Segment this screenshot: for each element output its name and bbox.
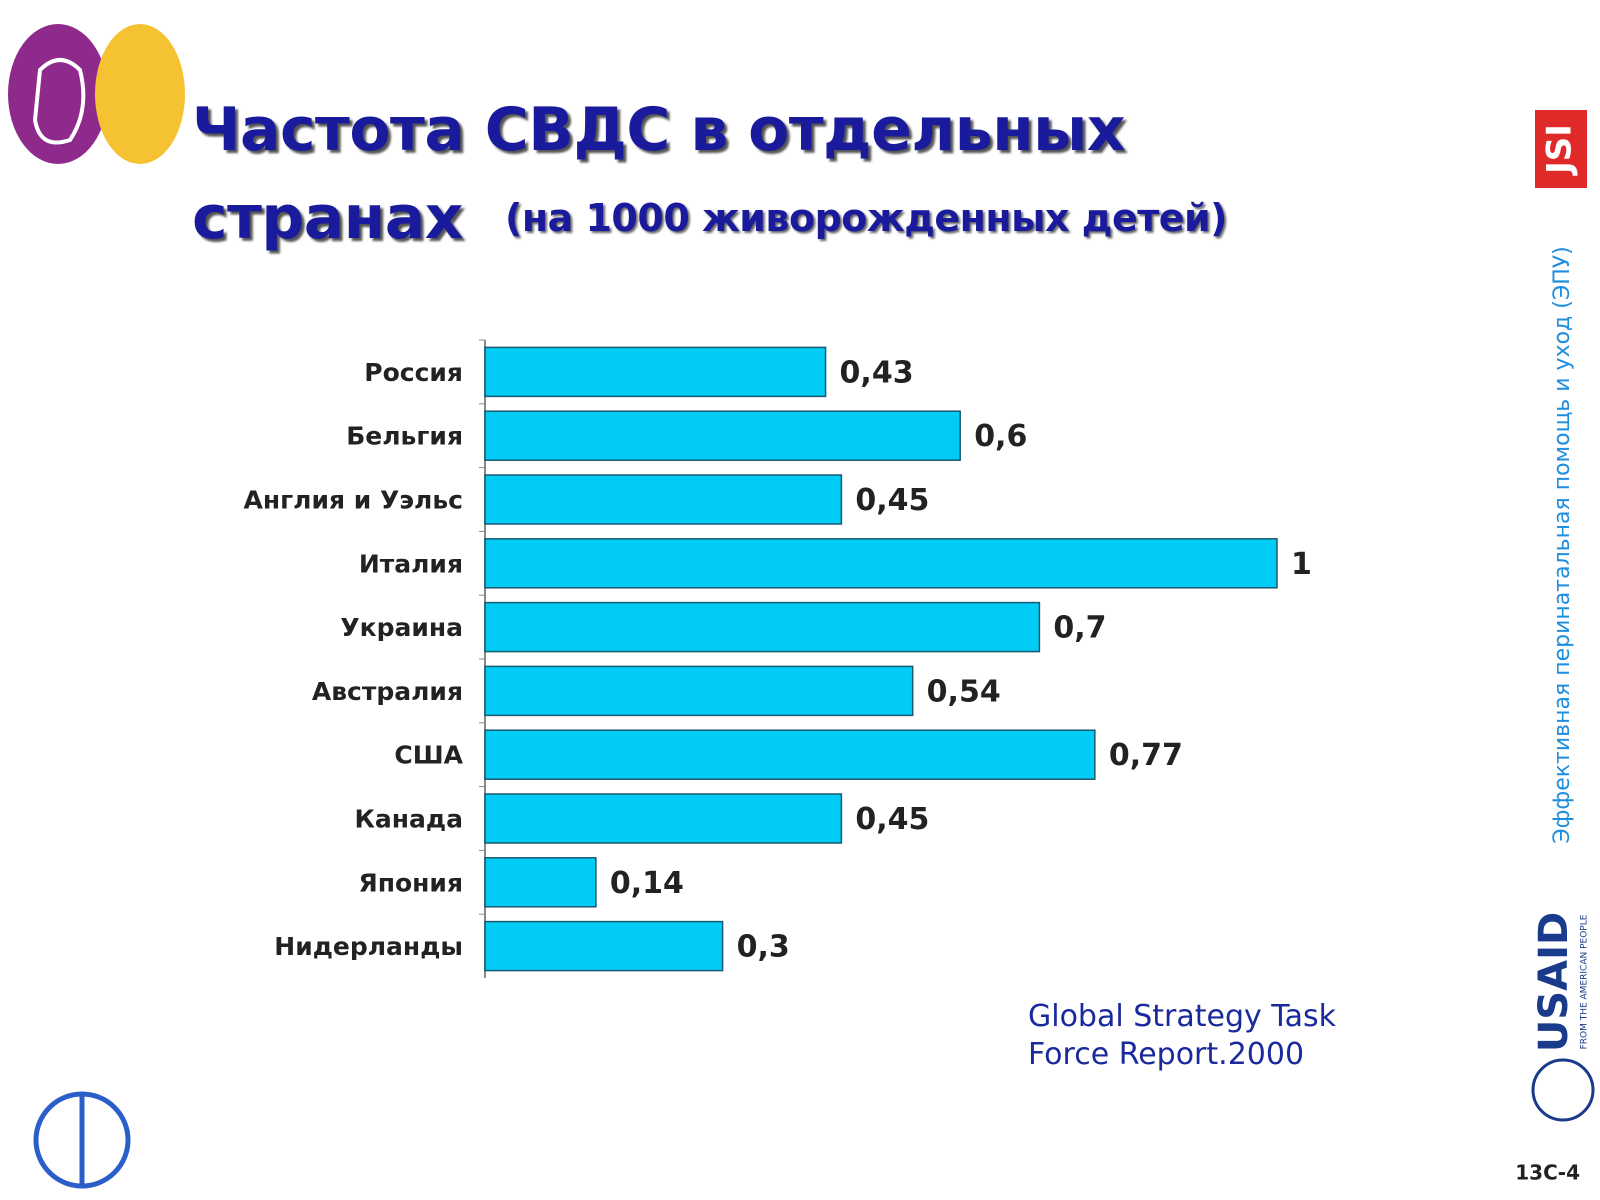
category-label: Австралия	[312, 677, 463, 706]
value-label: 0,7	[1053, 611, 1106, 646]
chart-subtitle: (на 1000 живорожденных детей)	[505, 196, 1228, 240]
category-label: Украина	[340, 613, 463, 642]
chart-title: Частота СВДС в отдельных странах	[192, 95, 1126, 253]
category-label: Япония	[358, 868, 463, 897]
usaid-text: USAID	[1531, 912, 1577, 1052]
value-label: 0,45	[855, 483, 929, 518]
bar	[484, 857, 597, 908]
slide-number: 13С-4	[1515, 1161, 1580, 1185]
logo-yellow	[95, 24, 185, 164]
bar	[484, 665, 914, 717]
source-note: Global Strategy Task Force Report.2000	[1028, 999, 1337, 1072]
bar	[484, 793, 843, 844]
category-label: Канада	[354, 805, 463, 834]
value-label: 0,14	[610, 866, 684, 901]
bar	[484, 410, 961, 461]
bar	[484, 538, 1278, 589]
jsi-logo	[1535, 110, 1587, 188]
category-label: Нидерланды	[274, 932, 463, 961]
category-label: США	[394, 741, 463, 770]
logo-pear	[32, 58, 86, 145]
category-label: Россия	[364, 358, 463, 387]
value-label: 1	[1291, 547, 1312, 582]
category-label: Англия и Уэльс	[243, 486, 463, 515]
jsi-text: JSI	[1540, 124, 1580, 176]
bar	[484, 474, 843, 525]
value-label: 0,54	[927, 674, 1001, 709]
category-label: Бельгия	[346, 422, 463, 451]
value-label: 0,6	[974, 419, 1027, 454]
logo-purple	[8, 24, 108, 164]
bar	[484, 601, 1041, 653]
bar	[484, 346, 827, 398]
value-label: 0,77	[1109, 738, 1183, 773]
program-text: Эффективная перинатальная помощь и уход …	[1550, 246, 1575, 844]
usaid-tagline: FROM THE AMERICAN PEOPLE	[1580, 914, 1590, 1049]
value-label: 0,43	[840, 355, 914, 390]
bar	[484, 729, 1096, 780]
value-label: 0,3	[737, 930, 790, 965]
value-label: 0,45	[855, 802, 929, 837]
usaid-seal	[1531, 1058, 1595, 1122]
bar	[484, 920, 724, 972]
category-label: Италия	[359, 549, 463, 578]
